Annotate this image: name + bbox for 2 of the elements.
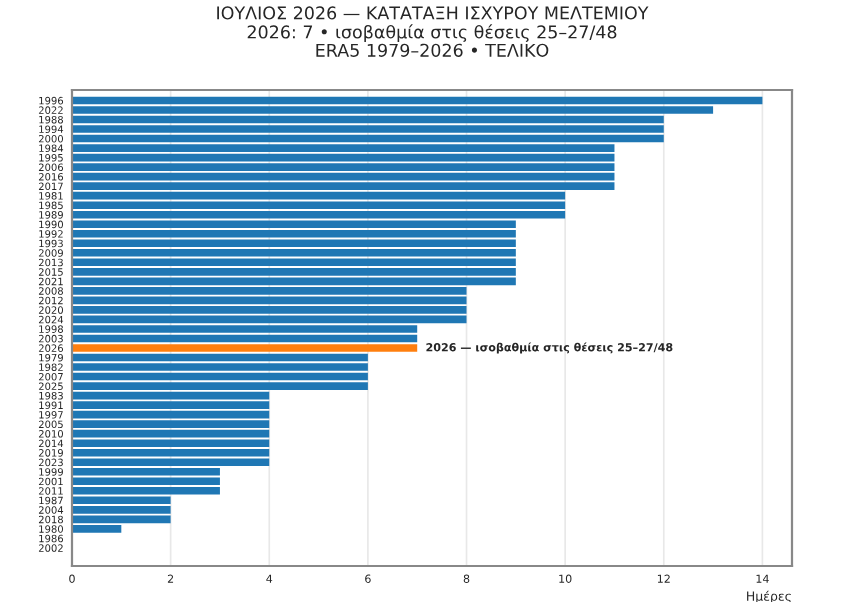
bar: [72, 344, 418, 352]
chart-title: ΙΟΥΛΙΟΣ 2026 — ΚΑΤΑΤΑΞΗ ΙΣΧΥΡΟΥ ΜΕΛΤΕΜΙΟΥ 2026: 7 • ισοβαθμία στις θέσεις 25–27/48 ERA5 1979–2026 • ΤΕΛΙΚΟ: [217, 6, 649, 57]
